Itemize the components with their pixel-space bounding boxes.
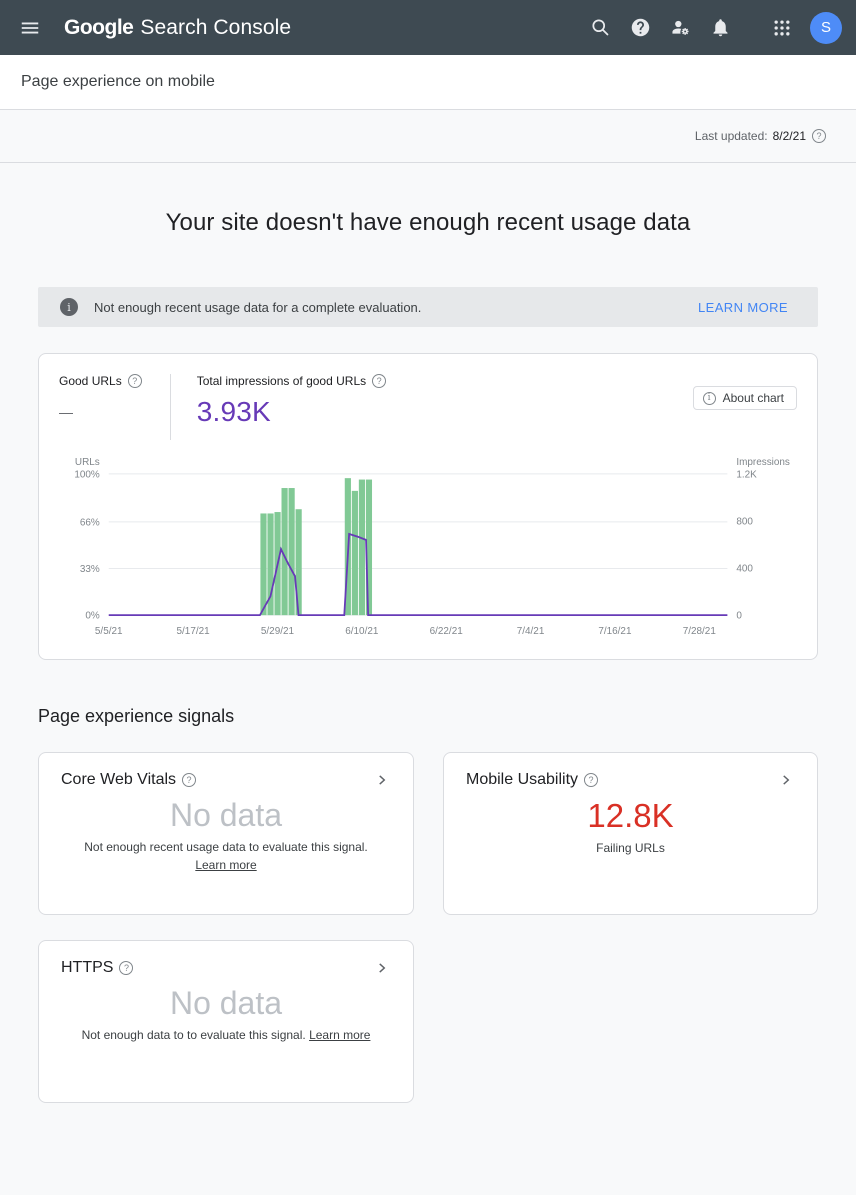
apps-button[interactable] bbox=[762, 8, 802, 48]
help-icon bbox=[631, 18, 649, 37]
svg-text:6/22/21: 6/22/21 bbox=[430, 626, 464, 637]
experience-chart: 100% 66% 33% 0% 1.2K 800 400 0 URLs Impressions 5/… bbox=[74, 457, 790, 637]
signal-title: Mobile Usability bbox=[466, 771, 579, 788]
info-banner: Not enough recent usage data for a compl… bbox=[38, 287, 818, 327]
logo-product-name: Search Console bbox=[140, 15, 292, 39]
help-tooltip-icon[interactable] bbox=[127, 374, 142, 388]
svg-text:33%: 33% bbox=[80, 564, 100, 575]
signal-value: No data bbox=[169, 797, 283, 833]
svg-text:800: 800 bbox=[736, 516, 753, 527]
signals-heading: Page experience signals bbox=[38, 706, 235, 726]
signal-title: HTTPS bbox=[61, 959, 114, 976]
chart-card: Good URLs — Total impressions of good UR… bbox=[38, 353, 818, 660]
good-urls-label: Good URLs bbox=[59, 374, 122, 388]
bell-icon bbox=[713, 19, 727, 37]
good-urls-value: — bbox=[59, 404, 73, 420]
impressions-label: Total impressions of good URLs bbox=[196, 374, 367, 388]
status-title: Your site doesn't have enough recent usa… bbox=[165, 209, 691, 236]
svg-text:0: 0 bbox=[736, 611, 742, 622]
signal-value: 12.8K bbox=[587, 797, 674, 834]
svg-text:7/4/21: 7/4/21 bbox=[517, 626, 545, 637]
about-chart-button[interactable]: About chart bbox=[692, 386, 797, 410]
vertical-divider bbox=[169, 374, 171, 440]
account-avatar[interactable]: S bbox=[810, 11, 842, 44]
logo-google: Google bbox=[64, 15, 134, 39]
svg-text:0%: 0% bbox=[85, 611, 100, 622]
signal-caption: Not enough recent usage data to evaluate… bbox=[61, 839, 391, 875]
notifications-button[interactable] bbox=[700, 8, 740, 48]
caption-text: Not enough data to to evaluate this sign… bbox=[81, 1028, 306, 1042]
chevron-right-icon bbox=[783, 775, 790, 785]
signal-value: No data bbox=[169, 985, 283, 1021]
chevron-right-icon bbox=[379, 963, 386, 973]
user-settings-icon bbox=[671, 20, 689, 35]
svg-text:6/10/21: 6/10/21 bbox=[345, 626, 379, 637]
search-button[interactable] bbox=[580, 8, 620, 48]
about-chart-label: About chart bbox=[722, 391, 784, 405]
apps-grid-icon bbox=[774, 20, 790, 35]
svg-text:5/5/21: 5/5/21 bbox=[95, 626, 123, 637]
help-tooltip-icon[interactable] bbox=[584, 773, 599, 787]
main-content: Last updated: 8/2/21 Your site doesn't h… bbox=[0, 110, 856, 1195]
app-logo[interactable]: Google Search Console bbox=[64, 16, 291, 40]
signals-grid: Core Web Vitals No data Not enough recen… bbox=[38, 752, 818, 1103]
chevron-right-icon bbox=[379, 775, 386, 785]
banner-message: Not enough recent usage data for a compl… bbox=[94, 299, 422, 315]
learn-more-button[interactable]: LEARN MORE bbox=[698, 299, 788, 315]
svg-text:5/29/21: 5/29/21 bbox=[261, 626, 295, 637]
svg-text:1.2K: 1.2K bbox=[736, 469, 757, 480]
impressions-metric[interactable]: Total impressions of good URLs 3.93K bbox=[196, 374, 387, 428]
signal-card-mobile-usability[interactable]: Mobile Usability 12.8K Failing URLs bbox=[443, 752, 818, 915]
last-updated-value: 8/2/21 bbox=[772, 129, 806, 143]
page-header: Page experience on mobile bbox=[0, 55, 856, 110]
learn-more-link[interactable]: Learn more bbox=[309, 1028, 371, 1042]
avatar-letter: S bbox=[820, 19, 831, 36]
page-title: Page experience on mobile bbox=[21, 73, 215, 90]
good-urls-metric[interactable]: Good URLs — bbox=[59, 374, 142, 420]
info-outline-icon bbox=[702, 391, 716, 405]
last-updated-label: Last updated: bbox=[694, 129, 768, 143]
menu-icon bbox=[21, 22, 39, 33]
learn-more-link[interactable]: Learn more bbox=[195, 858, 257, 873]
impressions-value: 3.93K bbox=[196, 396, 271, 427]
info-icon bbox=[60, 298, 78, 316]
signal-caption: Failing URLs bbox=[466, 840, 795, 857]
chart-card-header: Good URLs — Total impressions of good UR… bbox=[59, 374, 797, 440]
svg-text:7/16/21: 7/16/21 bbox=[598, 626, 632, 637]
caption-text: Not enough recent usage data to evaluate… bbox=[84, 840, 368, 854]
menu-button[interactable] bbox=[10, 8, 50, 48]
signal-card-core-web-vitals[interactable]: Core Web Vitals No data Not enough recen… bbox=[38, 752, 414, 915]
svg-text:100%: 100% bbox=[74, 469, 100, 480]
caption-text: Failing URLs bbox=[596, 841, 665, 855]
search-icon bbox=[591, 19, 608, 36]
svg-text:URLs: URLs bbox=[75, 457, 100, 468]
app-header: Google Search Console S bbox=[0, 0, 856, 55]
help-tooltip-icon[interactable] bbox=[119, 961, 134, 975]
help-button[interactable] bbox=[620, 8, 660, 48]
signal-caption: Not enough data to to evaluate this sign… bbox=[61, 1027, 391, 1044]
signal-card-https[interactable]: HTTPS No data Not enough data to to eval… bbox=[38, 940, 414, 1103]
svg-text:Impressions: Impressions bbox=[736, 457, 790, 468]
svg-text:7/28/21: 7/28/21 bbox=[683, 626, 717, 637]
svg-text:66%: 66% bbox=[80, 517, 100, 528]
help-tooltip-icon[interactable] bbox=[372, 374, 387, 388]
signal-title: Core Web Vitals bbox=[61, 771, 177, 788]
svg-text:400: 400 bbox=[736, 564, 753, 575]
help-tooltip-icon[interactable] bbox=[182, 773, 197, 787]
last-updated-row: Last updated: 8/2/21 bbox=[0, 110, 856, 163]
help-tooltip-icon[interactable] bbox=[812, 129, 826, 143]
user-settings-button[interactable] bbox=[660, 8, 700, 48]
svg-text:5/17/21: 5/17/21 bbox=[177, 626, 211, 637]
